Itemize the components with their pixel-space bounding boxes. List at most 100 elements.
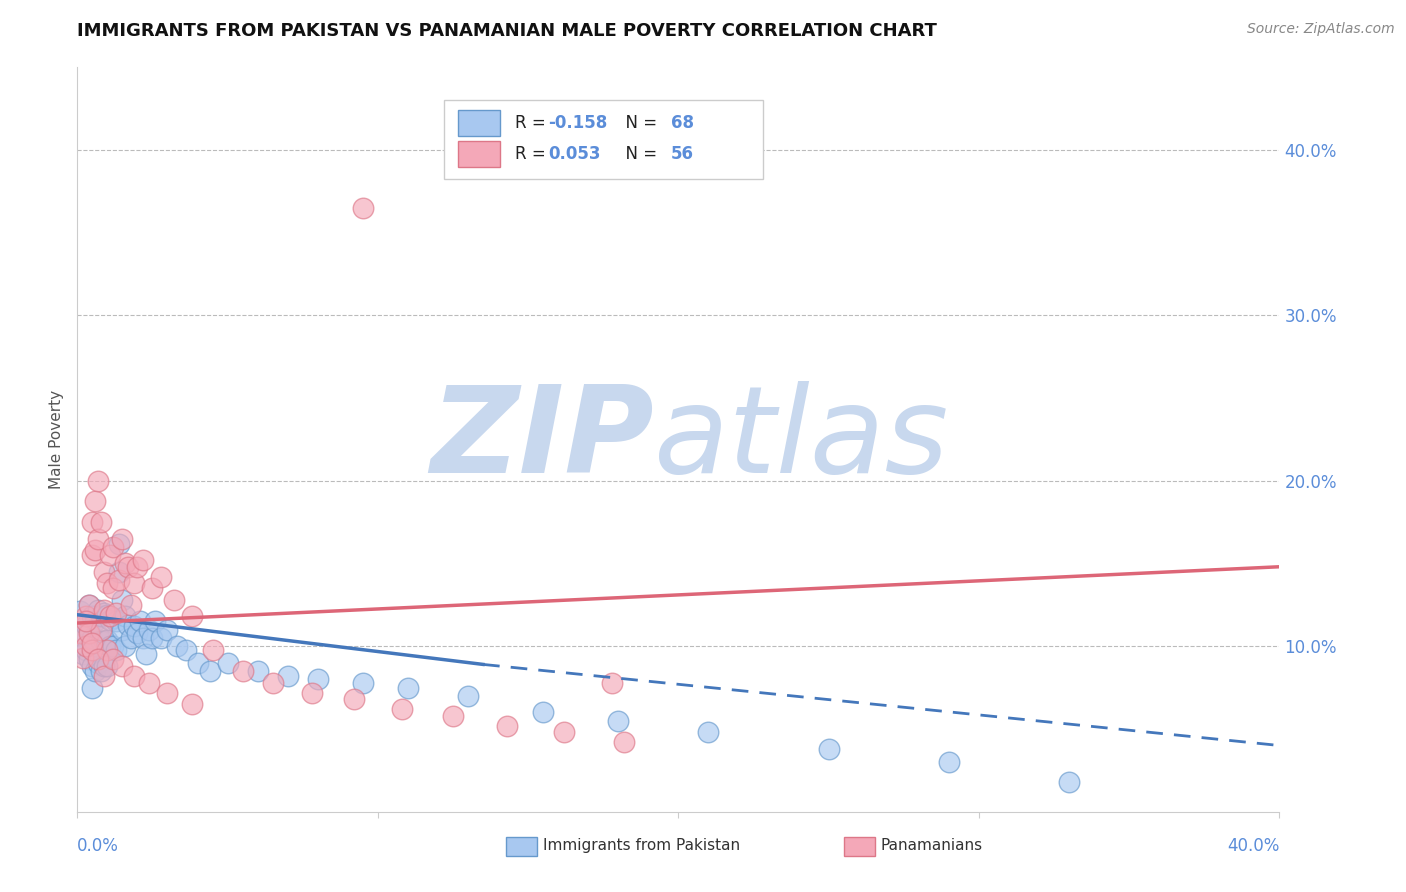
Text: ZIP: ZIP <box>430 381 654 498</box>
Point <box>84 664 107 678</box>
Point <box>124 619 146 633</box>
Point <box>938 755 960 769</box>
Point <box>108 536 131 550</box>
Point <box>93 659 115 673</box>
Point <box>93 603 115 617</box>
Text: -0.158: -0.158 <box>548 114 607 132</box>
Point <box>496 719 519 733</box>
Point <box>69 626 91 640</box>
Point <box>396 681 419 695</box>
Point <box>111 659 134 673</box>
Point <box>103 611 125 625</box>
Text: N =: N = <box>614 114 662 132</box>
Point <box>75 617 97 632</box>
Text: 68: 68 <box>671 114 695 132</box>
Point <box>391 702 413 716</box>
Point <box>93 606 115 620</box>
Point <box>82 636 104 650</box>
Point <box>72 648 94 662</box>
Point <box>166 639 188 653</box>
Text: 56: 56 <box>671 145 695 163</box>
Point <box>103 540 125 554</box>
Point <box>613 735 636 749</box>
Point <box>127 626 149 640</box>
Point <box>352 201 374 215</box>
Point <box>150 631 173 645</box>
Point <box>180 609 202 624</box>
Point <box>90 515 112 529</box>
Point <box>174 642 197 657</box>
Point <box>129 615 152 629</box>
Text: Immigrants from Pakistan: Immigrants from Pakistan <box>543 838 740 853</box>
Point <box>138 623 160 637</box>
Point <box>84 639 107 653</box>
Point <box>817 741 839 756</box>
Point <box>75 609 97 624</box>
Point <box>96 632 118 647</box>
Point <box>100 609 122 624</box>
Point <box>124 576 146 591</box>
Point <box>90 623 112 637</box>
Text: R =: R = <box>515 145 551 163</box>
Point <box>93 634 115 648</box>
Point <box>87 474 110 488</box>
Point <box>87 627 110 641</box>
Point <box>75 615 97 629</box>
Point <box>201 642 224 657</box>
Point <box>82 548 104 562</box>
Point <box>82 681 104 695</box>
Point <box>111 532 134 546</box>
Point <box>108 573 131 587</box>
Point <box>103 639 125 653</box>
Text: 40.0%: 40.0% <box>1227 837 1279 855</box>
Point <box>100 639 122 653</box>
Point <box>105 615 128 629</box>
Point <box>96 642 118 657</box>
Point <box>145 615 167 629</box>
Point <box>600 675 623 690</box>
Point <box>84 543 107 558</box>
Point <box>607 714 630 728</box>
Point <box>87 652 110 666</box>
Text: Source: ZipAtlas.com: Source: ZipAtlas.com <box>1247 22 1395 37</box>
Point <box>187 656 209 670</box>
Point <box>82 515 104 529</box>
Point <box>120 598 142 612</box>
Point <box>93 669 115 683</box>
Point <box>87 656 110 670</box>
Point <box>103 582 125 596</box>
Point <box>117 559 139 574</box>
Text: atlas: atlas <box>654 381 949 498</box>
Text: N =: N = <box>614 145 662 163</box>
Point <box>90 609 112 624</box>
Point <box>90 664 112 678</box>
Text: 0.053: 0.053 <box>548 145 600 163</box>
Point <box>103 652 125 666</box>
Point <box>124 669 146 683</box>
Point <box>132 553 155 567</box>
Point <box>180 697 202 711</box>
Point <box>108 565 131 579</box>
Point <box>96 576 118 591</box>
Point <box>87 532 110 546</box>
Point <box>1057 775 1080 789</box>
Point <box>217 656 239 670</box>
Point <box>232 664 254 678</box>
Point <box>441 708 464 723</box>
Point <box>93 565 115 579</box>
Point <box>82 609 104 624</box>
Point <box>132 631 155 645</box>
FancyBboxPatch shape <box>444 101 762 178</box>
Point <box>114 639 136 653</box>
FancyBboxPatch shape <box>458 110 501 136</box>
Point <box>531 706 554 720</box>
Point <box>120 631 142 645</box>
FancyBboxPatch shape <box>458 141 501 167</box>
Text: 0.0%: 0.0% <box>77 837 120 855</box>
Point <box>697 725 720 739</box>
Point <box>79 652 101 666</box>
Point <box>114 557 136 571</box>
Point <box>84 493 107 508</box>
Point <box>553 725 575 739</box>
Point <box>105 642 128 657</box>
